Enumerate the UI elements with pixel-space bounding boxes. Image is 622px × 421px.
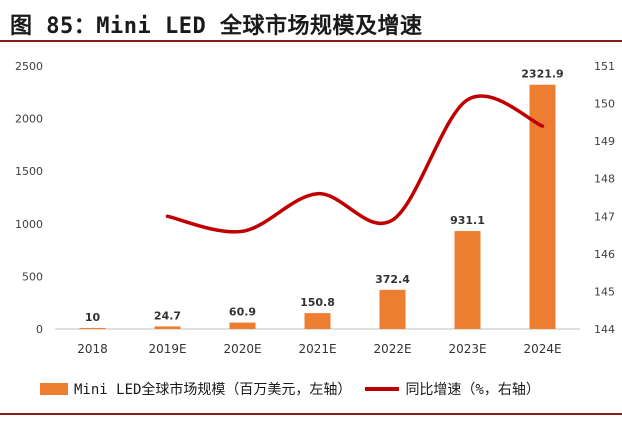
category-label-2020E: 2020E (223, 342, 261, 356)
bar-2018 (79, 327, 106, 329)
bar-series (79, 84, 556, 330)
right-tick-label: 147 (594, 210, 615, 223)
legend-line-swatch (365, 387, 400, 391)
category-label-2019E: 2019E (148, 342, 186, 356)
legend-line-label: 同比增速（%，右轴） (405, 382, 540, 398)
bar-value-label: 24.7 (154, 309, 181, 322)
bar-2020E (229, 322, 256, 329)
right-tick-label: 149 (594, 135, 615, 148)
bottom-rule (0, 413, 622, 415)
left-tick-label: 1500 (15, 165, 43, 178)
left-tick-label: 500 (22, 270, 43, 283)
category-label-2022E: 2022E (373, 342, 411, 356)
bar-2019E (154, 326, 181, 329)
category-label-2018: 2018 (77, 342, 108, 356)
right-axis: 144 145 146 147 148 149 150 151 (594, 60, 615, 336)
right-tick-label: 145 (594, 285, 615, 298)
left-tick-label: 1000 (15, 218, 43, 231)
bar-value-label: 931.1 (450, 214, 485, 227)
legend-bar-label: Mini LED全球市场规模（百万美元，左轴） (74, 382, 352, 398)
growth-rate-line (165, 94, 545, 234)
title-rule (0, 40, 622, 42)
figure-title: 图 85：Mini LED 全球市场规模及增速 (10, 14, 423, 39)
bar-2021E (304, 313, 331, 329)
bar-value-label: 60.9 (229, 306, 256, 319)
left-tick-label: 2000 (15, 113, 43, 126)
bar-2023E (454, 231, 481, 329)
right-tick-label: 146 (594, 248, 615, 261)
right-tick-label: 148 (594, 173, 615, 186)
bar-value-label: 2321.9 (521, 68, 563, 81)
category-label-2023E: 2023E (448, 342, 486, 356)
legend-bar-swatch (40, 383, 68, 395)
bar-value-label: 372.4 (375, 273, 410, 286)
bar-data-labels: 10 24.7 60.9 150.8 372.4 931.1 2321.9 (85, 68, 564, 324)
category-labels: 2018 2019E 2020E 2021E 2022E 2023E 2024E (77, 342, 561, 356)
left-tick-label: 2500 (15, 60, 43, 73)
bar-value-label: 150.8 (300, 296, 335, 309)
bar-2022E (379, 289, 406, 329)
left-axis: 0 500 1000 1500 2000 2500 (15, 60, 43, 336)
category-label-2024E: 2024E (523, 342, 561, 356)
legend: Mini LED全球市场规模（百万美元，左轴） 同比增速（%，右轴） (40, 379, 540, 399)
category-label-2021E: 2021E (298, 342, 336, 356)
right-tick-label: 150 (594, 98, 615, 111)
line-series (165, 94, 545, 234)
right-tick-label: 151 (594, 60, 615, 73)
left-tick-label: 0 (36, 323, 43, 336)
bar-value-label: 10 (85, 311, 101, 324)
right-tick-label: 144 (594, 323, 615, 336)
